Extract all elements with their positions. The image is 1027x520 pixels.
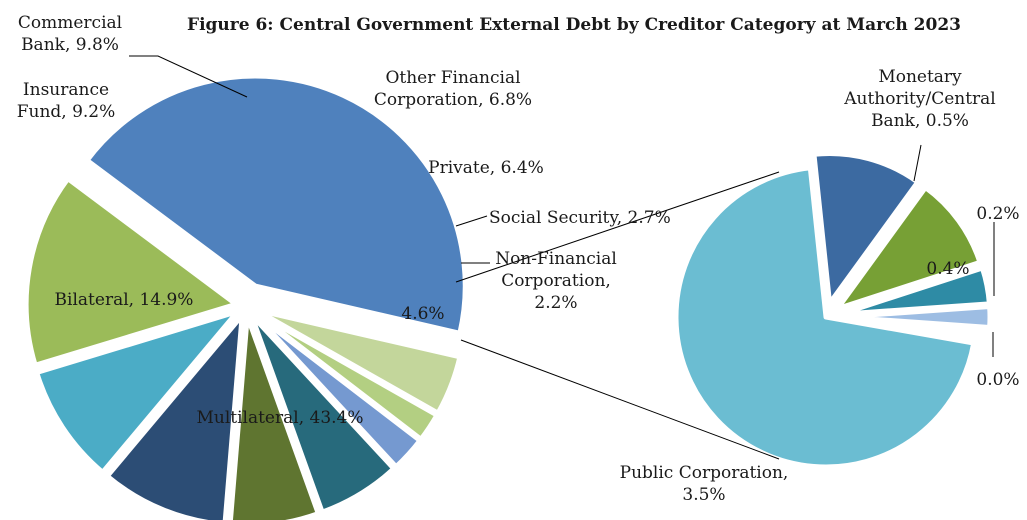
label-multilateral: Multilateral, 43.4% (196, 408, 363, 428)
label-line: Non-Financial (495, 249, 617, 269)
connector-lines (455, 171, 780, 460)
label-line: 0.0% (976, 370, 1019, 390)
slice-private (248, 312, 397, 515)
label-line: Public Corporation, (620, 463, 789, 483)
slice-slice-0-0 (837, 304, 993, 330)
connector-line-bottom (460, 339, 780, 460)
leader-lines (129, 55, 995, 357)
label-commercial-bank: Commercial Bank, 9.8% (18, 13, 122, 55)
label-line: Bilateral, 14.9% (55, 290, 194, 310)
label-line: Bank, 0.5% (871, 111, 969, 131)
slice-other (252, 307, 463, 416)
secondary-pie (673, 151, 993, 470)
label-line: Social Security, 2.7% (489, 208, 671, 228)
slice-bilateral (23, 176, 239, 368)
label-line: Corporation, 6.8% (374, 90, 532, 110)
label-line: Multilateral, 43.4% (196, 408, 363, 428)
slice-insurance-fund (34, 309, 241, 475)
slice-slice-0-2 (837, 265, 992, 317)
label-public-corporation: Public Corporation, 3.5% (620, 463, 789, 505)
label-line: Corporation, (501, 271, 611, 291)
label-line: Insurance (23, 80, 109, 100)
label-line: Monetary (878, 67, 962, 87)
label-slice-0-0: 0.0% (976, 370, 1019, 390)
label-line: Other Financial (385, 68, 520, 88)
slice-commercial-bank (104, 312, 245, 520)
slice-public-corporation (673, 165, 977, 470)
label-line: Authority/Central (843, 89, 996, 109)
slice-slice-0-4 (834, 184, 983, 312)
label-line: Commercial (18, 13, 122, 33)
label-line: Private, 6.4% (428, 158, 544, 178)
label-line: 0.4% (926, 259, 969, 279)
chart-title: Figure 6: Central Government External De… (187, 15, 961, 35)
label-slice-0-2: 0.2% (976, 204, 1019, 224)
slice-multilateral (84, 73, 468, 336)
label-other-financial-corporation: Other Financial Corporation, 6.8% (374, 68, 532, 110)
label-monetary-authority-central-bank: Monetary Authority/Central Bank, 0.5% (843, 67, 996, 131)
slice-monetary-authority-central-bank (811, 151, 921, 306)
connector-line-top (455, 171, 780, 283)
label-line: 3.5% (682, 485, 725, 505)
label-line: 2.2% (534, 293, 577, 313)
label-line: Bank, 9.8% (21, 35, 119, 55)
label-private: Private, 6.4% (428, 158, 544, 178)
label-slice-0-4: 0.4% (926, 259, 969, 279)
label-social-security: Social Security, 2.7% (489, 208, 671, 228)
leader-social-security (455, 215, 488, 227)
leader-commercial-bank (129, 55, 248, 98)
label-other: 4.6% (401, 304, 444, 324)
label-insurance-fund: Insurance Fund, 9.2% (17, 80, 116, 122)
label-line: 4.6% (401, 304, 444, 324)
main-pie (23, 73, 468, 520)
label-non-financial-corporation: Non-Financial Corporation, 2.2% (495, 249, 617, 313)
slice-other-financial-corporation (227, 313, 321, 520)
data-labels: Multilateral, 43.4% Bilateral, 14.9% Insur… (17, 13, 1020, 505)
label-line: 0.2% (976, 204, 1019, 224)
leader-monetary-authority (913, 144, 922, 182)
label-line: Fund, 9.2% (17, 102, 116, 122)
label-bilateral: Bilateral, 14.9% (55, 290, 194, 310)
